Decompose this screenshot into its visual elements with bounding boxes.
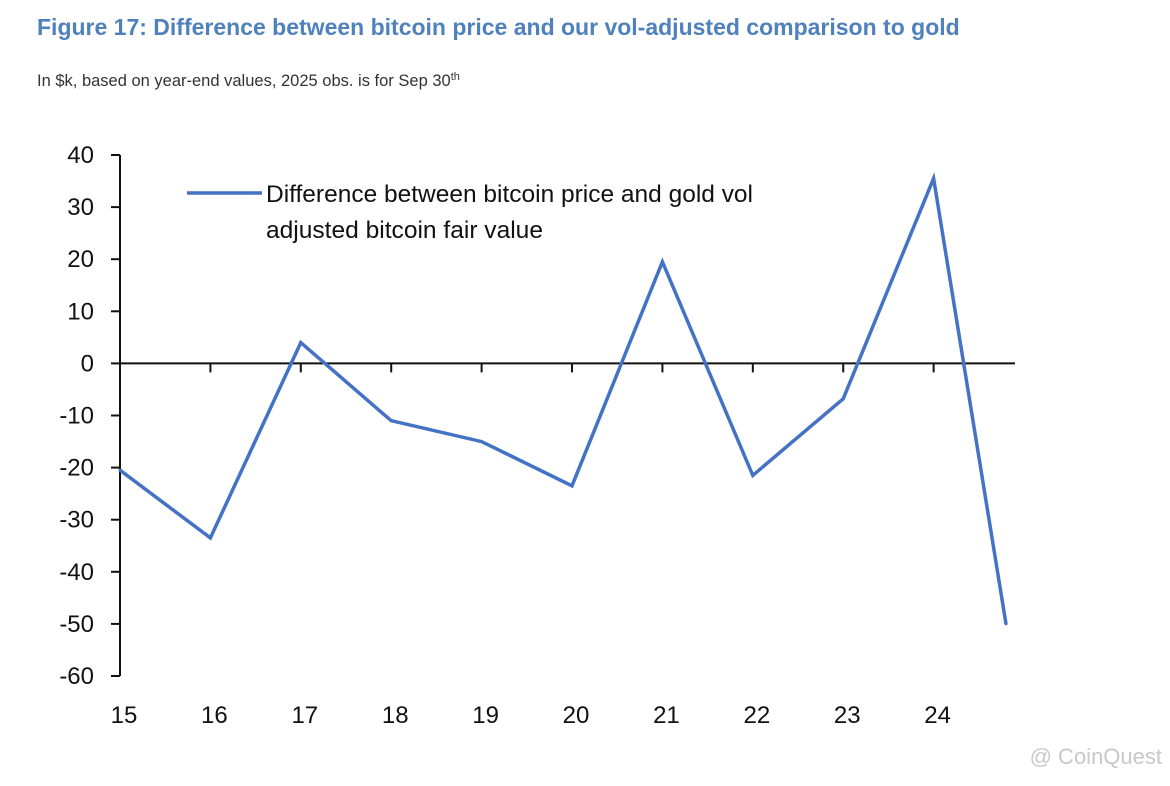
data-point bbox=[841, 397, 845, 401]
data-point bbox=[480, 440, 484, 444]
y-tick-label: 10 bbox=[67, 298, 94, 325]
x-tick-label: 16 bbox=[201, 702, 228, 729]
y-tick-label: -20 bbox=[59, 455, 94, 482]
x-tick-label: 15 bbox=[111, 702, 138, 729]
figure-subtitle: In $k, based on year-end values, 2025 ob… bbox=[37, 71, 460, 91]
legend-label: adjusted bitcoin fair value bbox=[266, 217, 543, 244]
data-point bbox=[751, 473, 755, 477]
figure-subtitle-text: In $k, based on year-end values, 2025 ob… bbox=[37, 72, 451, 90]
y-tick-label: -30 bbox=[59, 507, 94, 534]
series-group bbox=[118, 172, 1008, 626]
figure-subtitle-superscript: th bbox=[450, 71, 460, 83]
data-point bbox=[570, 484, 574, 488]
x-tick-label: 23 bbox=[834, 702, 861, 729]
data-point bbox=[389, 419, 393, 423]
y-tick-label: -60 bbox=[59, 663, 94, 690]
x-tick-label: 21 bbox=[653, 702, 680, 729]
series-line bbox=[118, 172, 1008, 625]
data-point bbox=[1004, 622, 1008, 626]
y-tick-label: 0 bbox=[81, 350, 94, 377]
y-tick-label: -50 bbox=[59, 611, 94, 638]
y-tick-label: 40 bbox=[67, 142, 94, 169]
y-tick-label: 20 bbox=[67, 246, 94, 273]
y-tick-label: -40 bbox=[59, 559, 94, 586]
x-axis: 15 16 17 18 19 20 21 22 23 24 bbox=[111, 362, 1015, 729]
data-point bbox=[660, 260, 664, 264]
figure-title: Figure 17: Difference between bitcoin pr… bbox=[37, 14, 960, 40]
x-tick-label: 19 bbox=[472, 702, 499, 729]
watermark: @ CoinQuest bbox=[1029, 744, 1162, 769]
y-tick-label: -10 bbox=[59, 403, 94, 430]
legend: Difference between bitcoin price and gol… bbox=[187, 181, 753, 244]
x-tick-label: 18 bbox=[382, 702, 409, 729]
data-point bbox=[299, 341, 303, 345]
data-point bbox=[208, 536, 212, 540]
legend-label: Difference between bitcoin price and gol… bbox=[266, 181, 753, 208]
x-tick-label: 17 bbox=[291, 702, 318, 729]
x-tick-label: 22 bbox=[743, 702, 770, 729]
data-point bbox=[118, 468, 122, 472]
x-tick-label: 20 bbox=[563, 702, 590, 729]
y-axis: 40 30 20 10 0 -10 -20 -30 -40 -50 -60 bbox=[59, 142, 121, 690]
x-tick-label: 24 bbox=[924, 702, 951, 729]
data-point bbox=[932, 176, 936, 180]
y-tick-label: 30 bbox=[67, 194, 94, 221]
